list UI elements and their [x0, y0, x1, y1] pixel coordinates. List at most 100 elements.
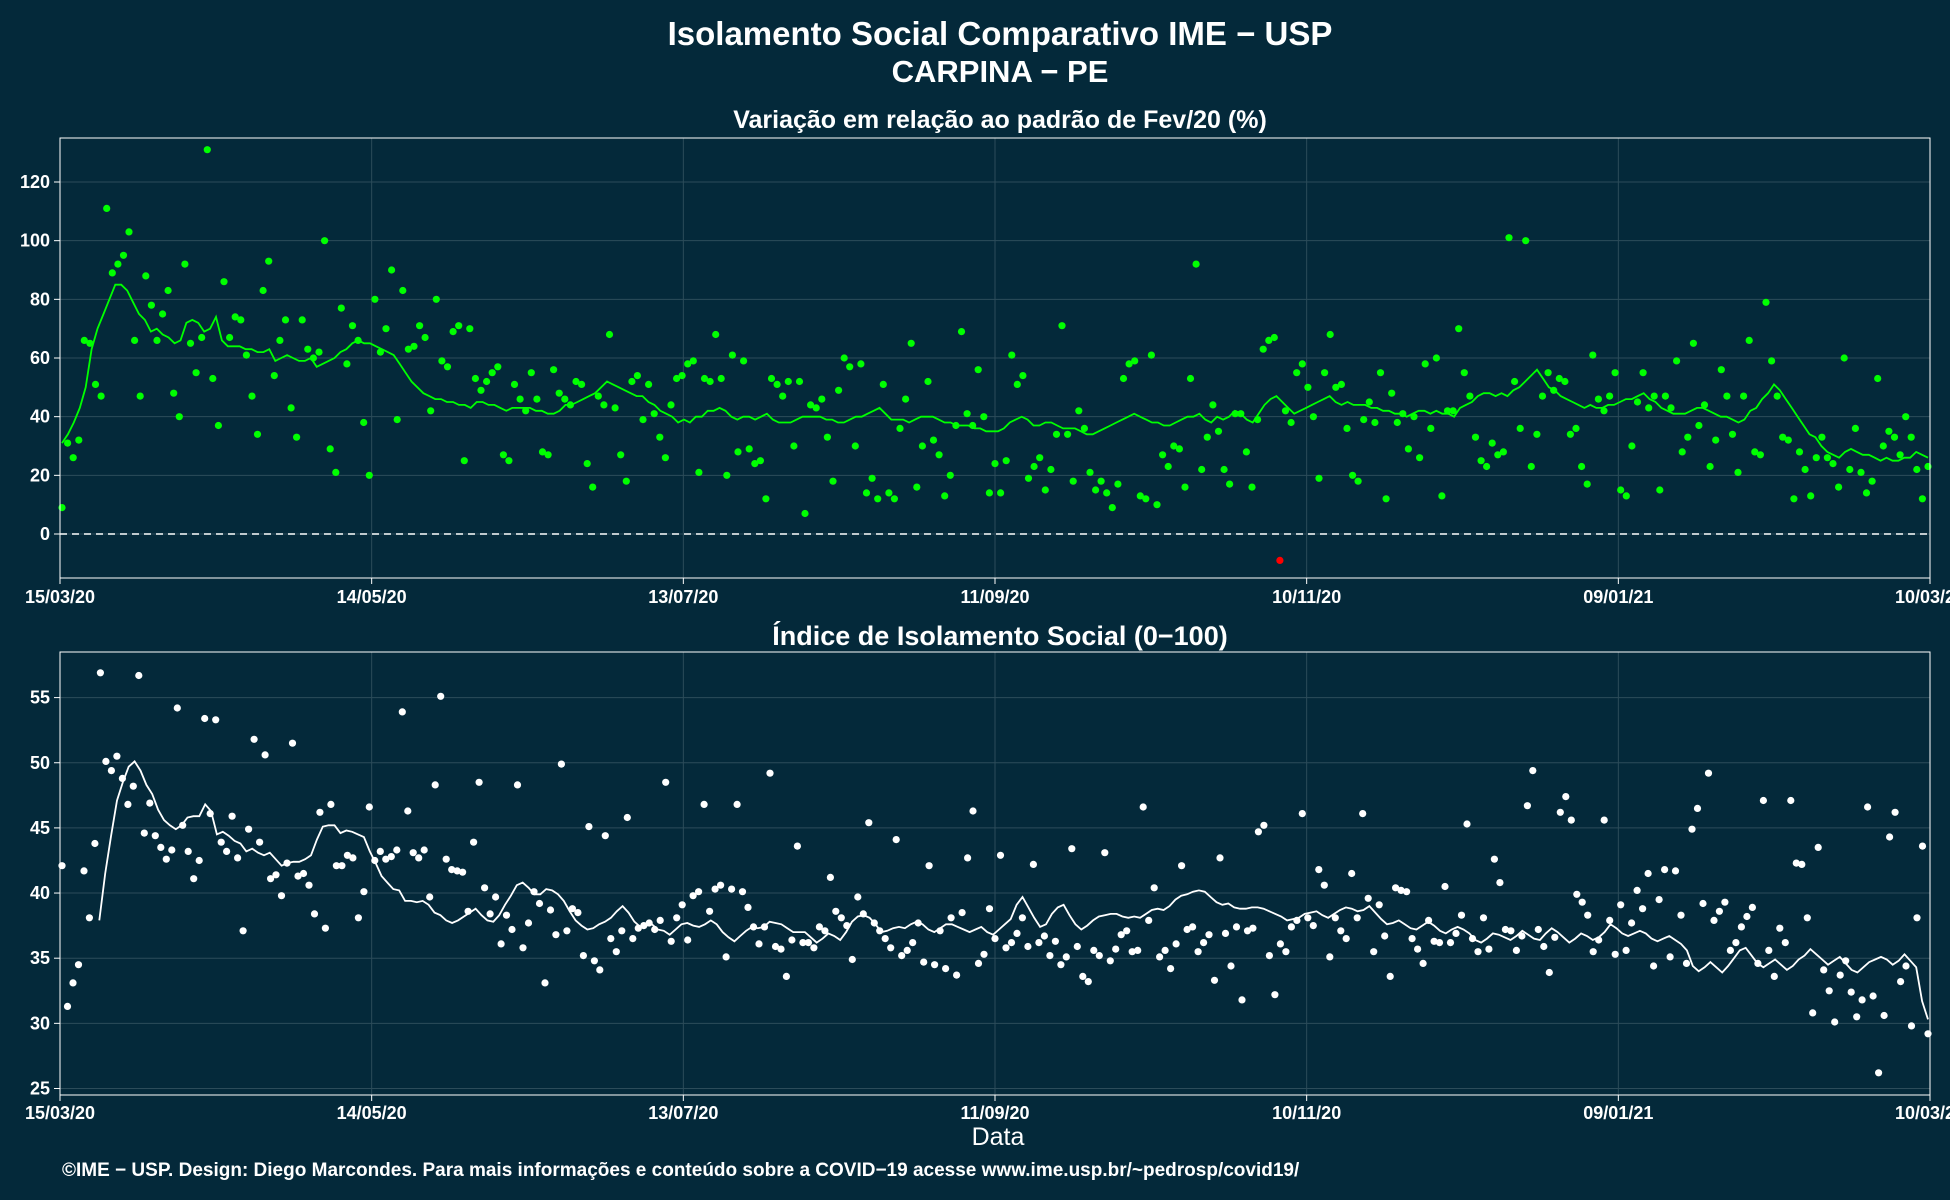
data-point — [874, 495, 882, 503]
data-point — [1523, 802, 1531, 810]
data-point — [601, 832, 609, 840]
data-point — [1538, 392, 1547, 400]
data-point — [835, 386, 843, 394]
data-point — [1359, 810, 1367, 818]
data-point — [1885, 427, 1893, 435]
data-point — [1533, 430, 1541, 438]
data-point — [837, 914, 845, 922]
data-point — [253, 430, 262, 438]
data-point — [1438, 492, 1446, 500]
data-point — [234, 854, 242, 862]
data-point — [1057, 961, 1065, 969]
data-point — [513, 781, 522, 789]
data-point — [74, 961, 83, 969]
data-point — [846, 363, 854, 371]
data-point — [505, 457, 513, 465]
data-point — [1090, 946, 1098, 955]
data-point — [661, 454, 670, 462]
data-point — [175, 413, 183, 421]
data-point — [231, 313, 239, 321]
data-point — [1544, 369, 1552, 377]
data-point — [382, 855, 390, 863]
data-point — [1628, 919, 1636, 927]
data-point — [1013, 929, 1021, 938]
data-point — [1754, 959, 1762, 968]
bottom-x-ticks: 15/03/20 14/05/20 13/07/20 11/09/20 10/11/20… — [25, 1095, 1950, 1123]
data-point — [69, 979, 77, 987]
data-point — [1483, 462, 1491, 471]
data-point — [192, 369, 200, 377]
data-point — [237, 316, 245, 324]
data-point — [634, 924, 642, 932]
data-point — [1108, 504, 1116, 512]
data-point — [343, 851, 351, 859]
data-point — [1505, 234, 1513, 242]
top-panel: Variação em relação ao padrão de Fev/20 … — [20, 106, 1950, 607]
data-point — [1408, 935, 1416, 943]
data-point — [1762, 298, 1770, 306]
data-point — [566, 401, 575, 409]
data-point — [585, 823, 593, 831]
data-point — [810, 944, 818, 952]
data-point — [1732, 939, 1740, 947]
data-point — [1103, 489, 1111, 497]
data-point — [898, 952, 906, 960]
data-point — [409, 849, 417, 857]
data-point — [1688, 825, 1696, 833]
data-point — [1167, 965, 1175, 973]
data-point — [1276, 940, 1284, 948]
y-tick-label: 120 — [20, 172, 50, 192]
data-point — [1842, 957, 1850, 965]
data-point — [69, 454, 77, 462]
data-point — [1342, 935, 1350, 943]
data-point — [887, 944, 895, 952]
data-point — [449, 328, 457, 336]
y-tick-label: 100 — [20, 231, 50, 251]
data-point — [931, 961, 939, 969]
data-point — [316, 808, 324, 816]
data-point — [974, 366, 982, 374]
data-point — [1243, 927, 1252, 935]
data-point — [497, 940, 505, 948]
data-point — [1024, 474, 1033, 482]
data-point — [1516, 424, 1524, 432]
data-point — [1353, 914, 1361, 922]
data-point — [1695, 421, 1703, 430]
data-point — [578, 380, 586, 388]
data-point — [744, 903, 752, 912]
data-point — [1226, 480, 1234, 488]
data-point — [1566, 430, 1574, 438]
data-point — [557, 760, 566, 768]
data-point — [1595, 936, 1603, 944]
data-point — [1745, 336, 1753, 344]
y-tick-label: 0 — [40, 524, 50, 544]
data-point — [1131, 357, 1139, 365]
data-point — [1776, 924, 1784, 932]
data-point — [186, 339, 195, 347]
data-point — [1388, 389, 1396, 397]
data-point — [1153, 501, 1161, 509]
data-point — [1227, 962, 1235, 970]
data-point — [1237, 410, 1245, 418]
data-point — [1477, 457, 1485, 465]
data-point — [738, 888, 747, 896]
data-point — [519, 944, 527, 952]
data-point — [1700, 401, 1709, 409]
data-point — [223, 847, 231, 856]
data-point — [1779, 433, 1787, 441]
data-point — [265, 257, 273, 265]
top-panel-title: Variação em relação ao padrão de Fev/20 … — [733, 106, 1267, 134]
data-point — [1825, 987, 1833, 995]
data-point — [376, 348, 384, 356]
data-point — [689, 892, 697, 900]
data-point — [1751, 448, 1759, 456]
y-tick-label: 30 — [30, 1013, 50, 1033]
data-point — [453, 867, 461, 875]
data-point — [1589, 948, 1597, 956]
data-point — [1907, 433, 1915, 441]
data-point — [159, 310, 167, 318]
data-point — [1170, 442, 1178, 450]
data-point — [1479, 914, 1488, 922]
data-point — [502, 911, 511, 919]
data-point — [947, 914, 955, 922]
